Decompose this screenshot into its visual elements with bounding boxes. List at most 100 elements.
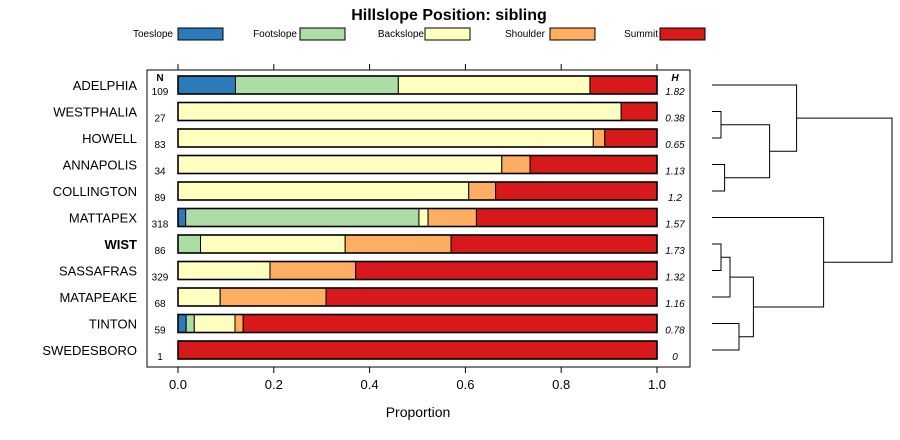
bar-outline xyxy=(177,181,658,201)
n-value: 34 xyxy=(154,167,166,178)
bar-segment-backslope xyxy=(177,155,503,174)
row-label: SASSAFRAS xyxy=(59,264,137,279)
row-label: ANNAPOLIS xyxy=(63,158,138,173)
bar-outline xyxy=(177,340,658,360)
h-value: 1.13 xyxy=(665,167,685,178)
legend-swatch-summit xyxy=(659,27,706,41)
bar-segment-shoulder xyxy=(269,261,357,280)
bar-segment-backslope xyxy=(193,314,236,333)
dendrogram-branch xyxy=(721,124,771,179)
legend-label-footslope: Footslope xyxy=(253,29,297,40)
dendrogram-branch xyxy=(712,84,798,152)
n-value: 83 xyxy=(154,140,166,151)
row-tinton: TINTON 59 0.78 xyxy=(89,313,685,337)
row-label: HOWELL xyxy=(82,131,137,146)
bar-segment-summit xyxy=(620,102,658,121)
dendrogram-branch xyxy=(730,276,754,338)
legend-swatch-shoulder xyxy=(549,27,596,41)
legend: Toeslope Footslope Backslope Shoulder Summit xyxy=(133,27,706,41)
row-annapolis: ANNAPOLIS 34 1.13 xyxy=(63,154,685,178)
legend-swatch-toeslope xyxy=(177,27,224,41)
n-column-header: N xyxy=(156,73,163,84)
bar-outline xyxy=(177,75,658,95)
bar-segment-summit xyxy=(495,181,658,201)
bar-segment-backslope xyxy=(177,181,470,201)
bar-outline xyxy=(177,207,658,228)
dendrogram-branch xyxy=(712,164,726,192)
row-label: COLLINGTON xyxy=(53,184,137,199)
h-value: 1.16 xyxy=(665,299,685,310)
bar-segment-backslope xyxy=(177,287,221,307)
bar-segment-summit xyxy=(450,234,658,254)
bar-segment-shoulder xyxy=(219,287,327,307)
bar-outline xyxy=(177,101,658,122)
dendrogram xyxy=(712,84,893,351)
bar-rows: ADELPHIA 109 1.82 WESTPHALIA 27 0.38 HOWELL 83 0… xyxy=(42,75,685,363)
bar-segment-shoulder xyxy=(468,181,497,201)
x-tick-label-0-0: 0.0 xyxy=(169,377,187,392)
h-column-header: H xyxy=(671,73,679,84)
bar-segment-backslope xyxy=(200,234,346,254)
dendrogram-branch xyxy=(712,217,825,308)
bar-segment-toeslope xyxy=(177,208,187,227)
row-label: ADELPHIA xyxy=(73,78,138,93)
bar-segment-summit xyxy=(355,261,658,280)
row-matapeake: MATAPEAKE 68 1.16 xyxy=(59,287,685,310)
legend-swatch-backslope xyxy=(424,27,471,41)
bar-segment-summit xyxy=(325,287,658,307)
n-value: 89 xyxy=(154,193,166,204)
plot-frame xyxy=(146,69,691,368)
row-collington: COLLINGTON 89 1.2 xyxy=(53,181,682,204)
n-value: 86 xyxy=(154,246,166,257)
row-mattapex: MATTAPEX 318 1.57 xyxy=(69,207,685,231)
h-value: 0.65 xyxy=(665,140,685,151)
bar-segment-footslope xyxy=(185,314,195,333)
x-axis-title: Proportion xyxy=(386,404,451,420)
n-value: 318 xyxy=(152,220,169,231)
chart-title: Hillslope Position: sibling xyxy=(351,7,547,24)
dendrogram-branch xyxy=(712,323,740,351)
bar-segment-toeslope xyxy=(177,314,187,333)
legend-label-shoulder: Shoulder xyxy=(505,29,546,40)
x-axis: 0.0 0.2 0.4 0.6 0.8 1.0 xyxy=(169,64,666,392)
bar-outline xyxy=(177,260,658,281)
n-value: 68 xyxy=(154,299,166,310)
x-tick-label-0-6: 0.6 xyxy=(456,377,474,392)
n-value: 59 xyxy=(154,326,166,337)
bar-segment-backslope xyxy=(177,261,271,280)
legend-label-toeslope: Toeslope xyxy=(133,29,173,40)
bar-segment-shoulder xyxy=(501,155,531,174)
bar-segment-shoulder xyxy=(427,208,477,227)
legend-label-backslope: Backslope xyxy=(378,29,425,40)
h-value: 0.78 xyxy=(665,326,685,337)
h-value: 1.57 xyxy=(665,220,685,231)
bar-segment-footslope xyxy=(185,208,420,227)
row-howell: HOWELL 83 0.65 xyxy=(82,128,685,151)
bar-segment-backslope xyxy=(177,102,622,121)
n-value: 27 xyxy=(154,114,166,125)
bar-segment-summit xyxy=(604,128,658,148)
n-value: 109 xyxy=(152,87,169,98)
bar-segment-summit xyxy=(475,208,658,227)
x-tick-label-0-4: 0.4 xyxy=(361,377,379,392)
legend-swatch-footslope xyxy=(299,27,346,41)
h-value: 1.32 xyxy=(665,273,685,284)
bar-outline xyxy=(177,128,658,148)
bar-segment-shoulder xyxy=(234,314,244,333)
h-value: 0.38 xyxy=(665,114,685,125)
x-tick-label-0-2: 0.2 xyxy=(265,377,283,392)
bar-segment-shoulder xyxy=(344,234,452,254)
row-label: MATAPEAKE xyxy=(59,290,137,305)
bar-segment-footslope xyxy=(177,234,202,254)
dendrogram-branch xyxy=(712,111,722,139)
bar-segment-backslope xyxy=(177,128,594,148)
bar-outline xyxy=(177,287,658,307)
bar-segment-backslope xyxy=(397,75,591,95)
bar-segment-backslope xyxy=(418,208,429,227)
bar-outline xyxy=(177,313,658,334)
h-value: 0 xyxy=(672,352,678,363)
x-tick-label-0-8: 0.8 xyxy=(552,377,570,392)
dendrogram-branch xyxy=(712,243,722,271)
bar-segment-toeslope xyxy=(177,75,236,95)
bar-outline xyxy=(177,154,658,175)
